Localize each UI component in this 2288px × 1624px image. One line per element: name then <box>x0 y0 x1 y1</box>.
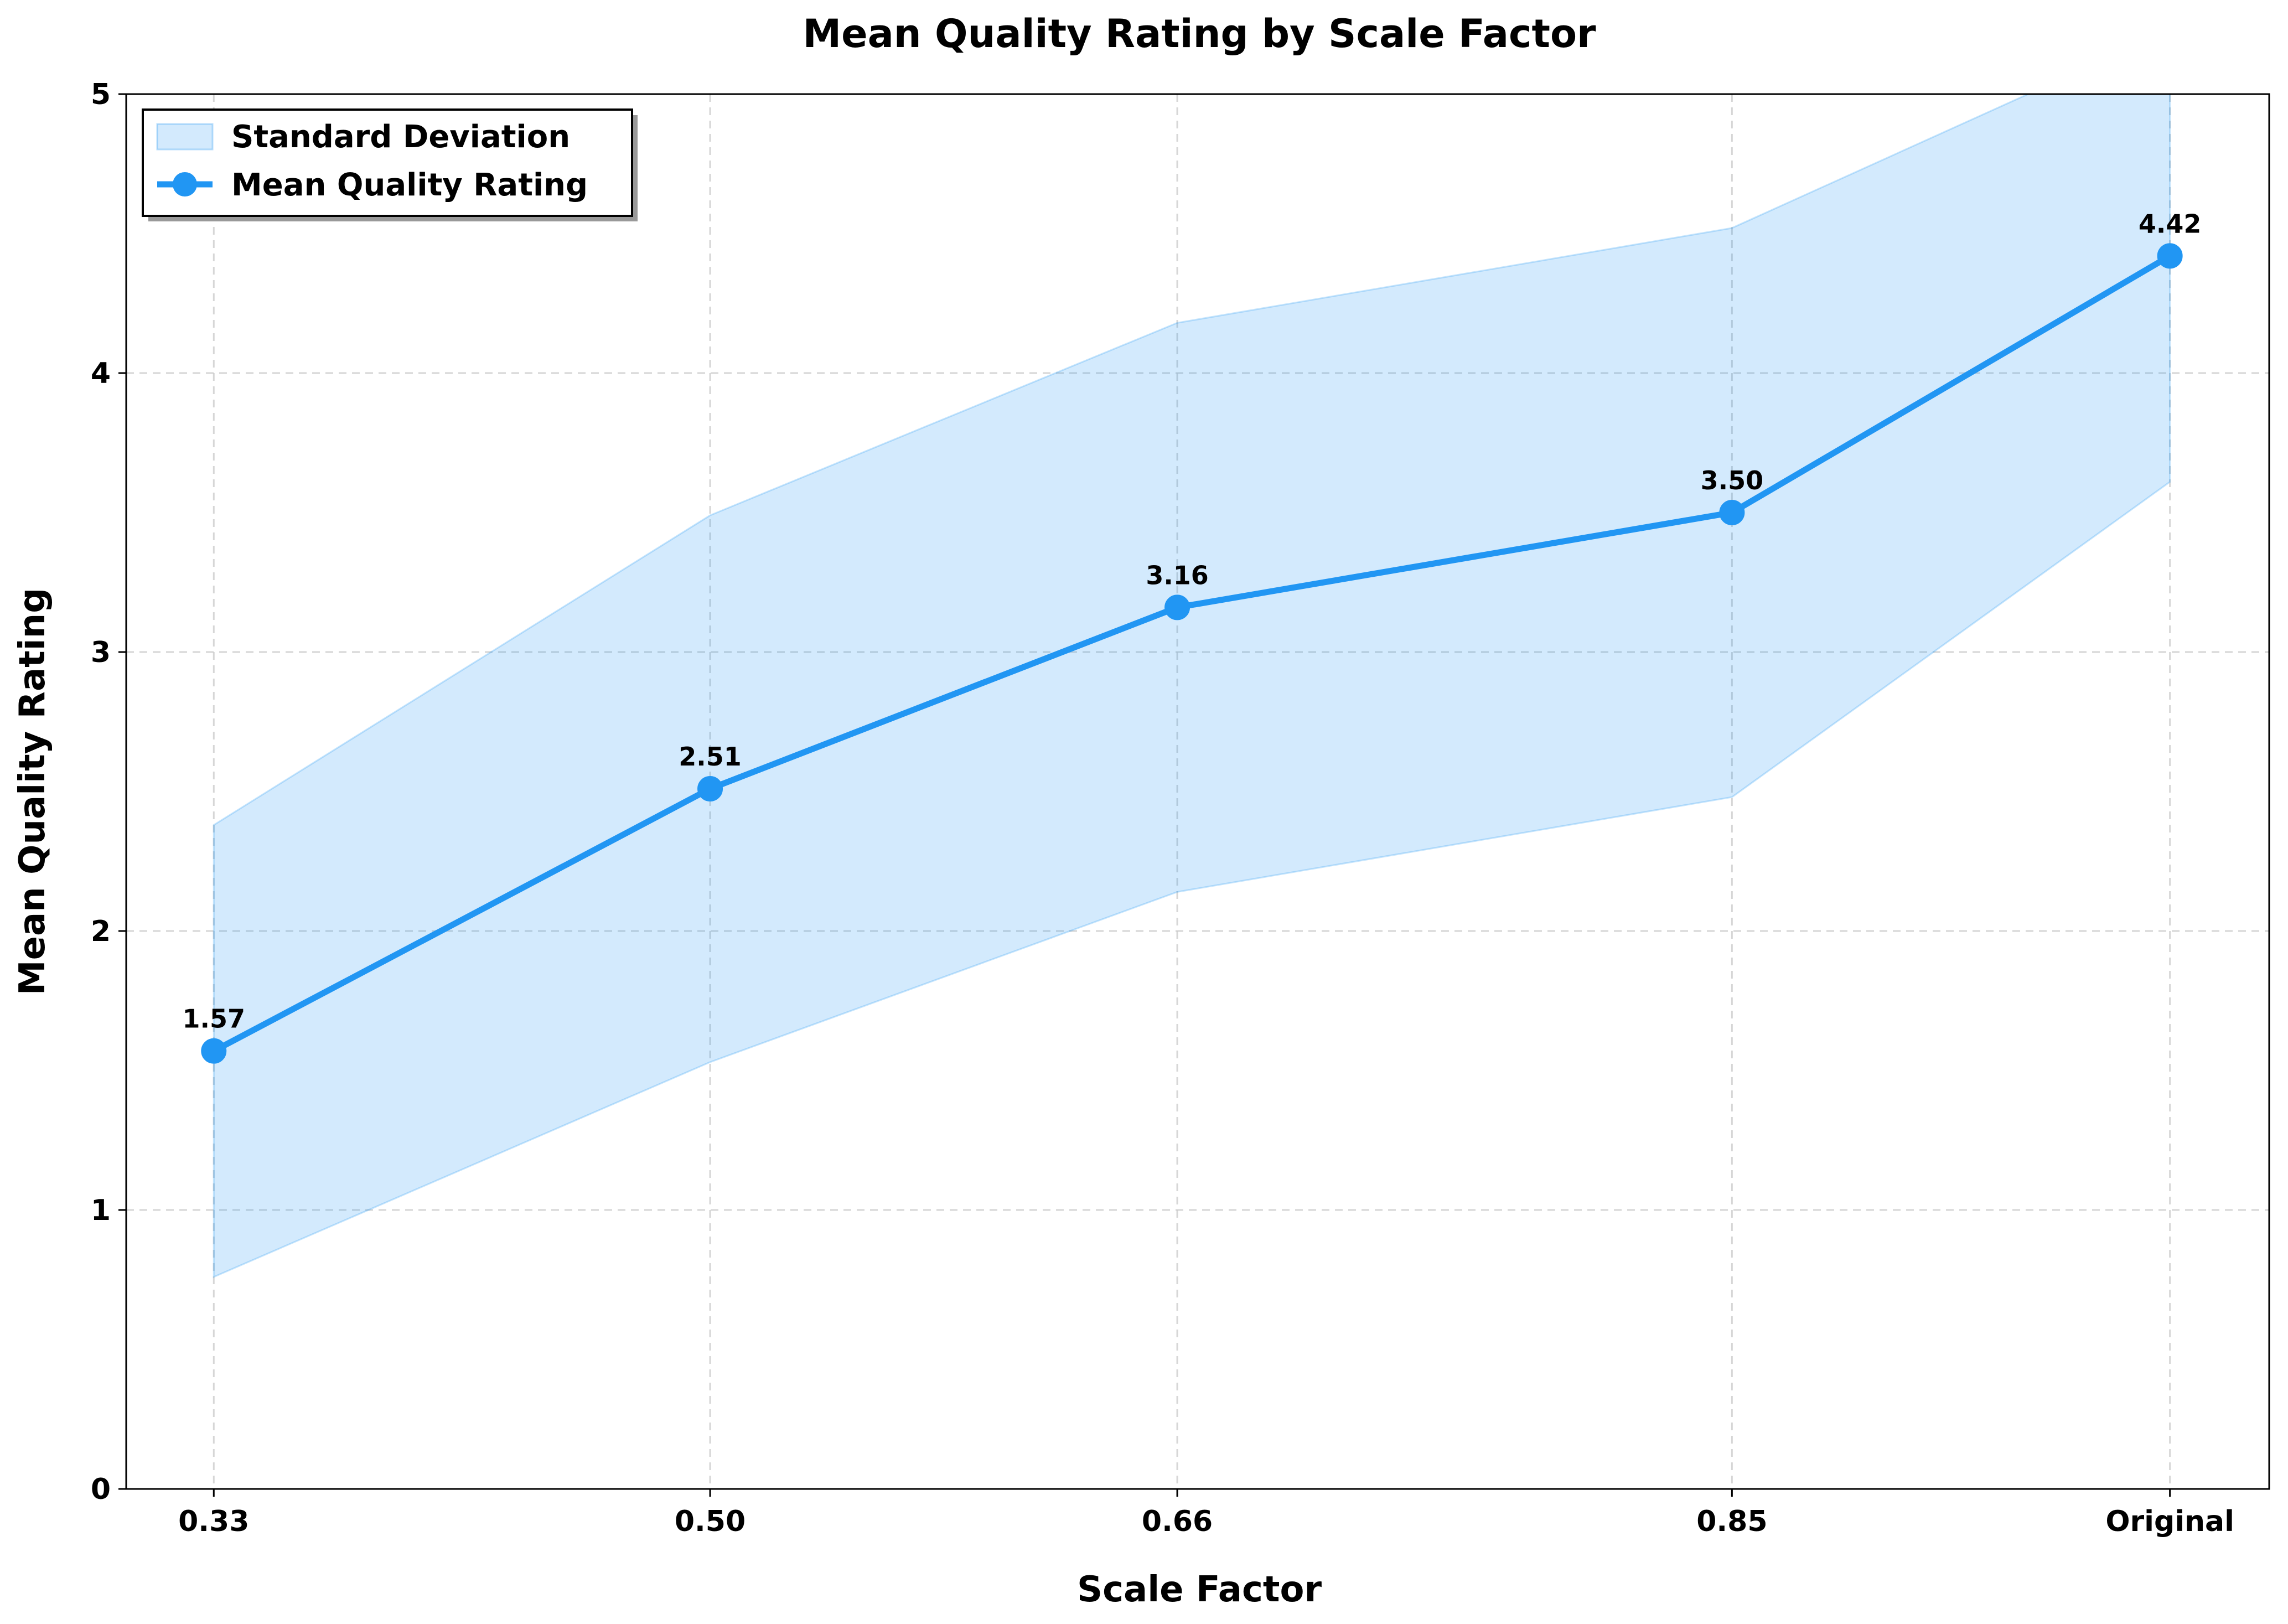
x-tick-label: 0.66 <box>1142 1505 1213 1538</box>
y-tick-label: 0 <box>91 1473 111 1506</box>
chart-title: Mean Quality Rating by Scale Factor <box>803 11 1596 56</box>
plot-frame <box>125 93 2270 1490</box>
data-point <box>1719 500 1745 525</box>
x-tick-label: 0.33 <box>178 1505 249 1538</box>
data-point <box>1164 594 1190 620</box>
x-tick-label: 0.85 <box>1696 1505 1767 1538</box>
data-point <box>697 775 723 801</box>
data-label: 3.50 <box>1701 466 1764 495</box>
x-tick-label: Original <box>2105 1505 2234 1538</box>
legend-box <box>142 108 633 217</box>
legend-marker-swatch <box>173 172 197 196</box>
y-tick-label: 4 <box>91 357 111 390</box>
y-axis-label: Mean Quality Rating <box>12 588 53 995</box>
y-tick-label: 1 <box>91 1194 111 1227</box>
std-band-layer <box>213 94 2171 1279</box>
data-labels: 1.57 2.51 3.16 3.50 4.42 <box>183 209 2202 1033</box>
data-label: 4.42 <box>2139 209 2202 239</box>
axes: 0 1 2 3 4 5 0.33 0.50 0.66 0.85 Original <box>91 78 2270 1538</box>
series-layer <box>201 243 2183 1064</box>
legend-band-swatch <box>156 123 214 151</box>
y-tick-label: 2 <box>91 915 111 948</box>
data-label: 1.57 <box>183 1004 246 1034</box>
data-label: 2.51 <box>679 742 742 772</box>
x-axis-label: Scale Factor <box>1077 1569 1322 1610</box>
x-tick-label: 0.50 <box>675 1505 746 1538</box>
data-point <box>201 1038 227 1064</box>
y-tick-label: 5 <box>91 78 111 111</box>
data-label: 3.16 <box>1146 560 1209 590</box>
std-deviation-band <box>213 94 2171 1279</box>
data-point <box>2157 243 2183 269</box>
legend-label-band: Standard Deviation <box>231 119 570 155</box>
y-tick-label: 3 <box>91 636 111 669</box>
legend-label-series: Mean Quality Rating <box>231 167 588 203</box>
legend: Standard Deviation Mean Quality Rating <box>142 108 638 221</box>
